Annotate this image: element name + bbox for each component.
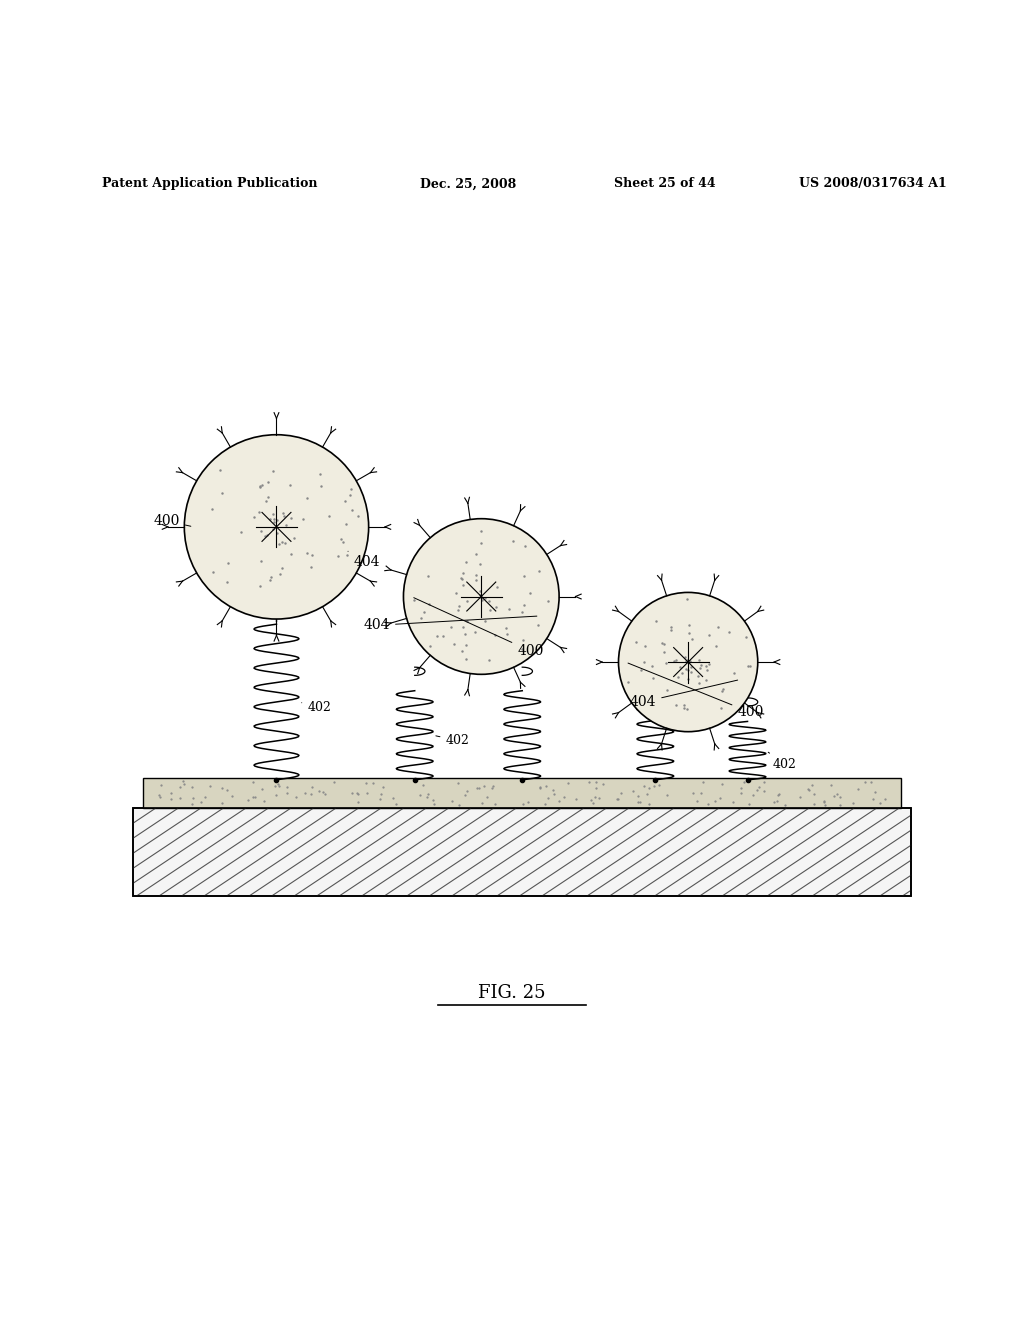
Bar [133, 808, 911, 895]
Bar [143, 777, 901, 808]
Text: 400: 400 [628, 663, 764, 719]
Text: US 2008/0317634 A1: US 2008/0317634 A1 [799, 177, 946, 190]
Text: 402: 402 [436, 734, 469, 747]
Text: 404: 404 [348, 552, 380, 569]
Circle shape [403, 519, 559, 675]
Bar [133, 808, 911, 895]
Text: 400: 400 [154, 513, 190, 528]
Circle shape [184, 434, 369, 619]
Text: FIG. 25: FIG. 25 [478, 983, 546, 1002]
Text: Dec. 25, 2008: Dec. 25, 2008 [420, 177, 516, 190]
Text: 402: 402 [302, 701, 331, 714]
Text: 402: 402 [768, 752, 797, 771]
Text: 404: 404 [364, 616, 537, 632]
Text: Sheet 25 of 44: Sheet 25 of 44 [614, 177, 716, 190]
Text: 400: 400 [414, 598, 544, 657]
Text: Patent Application Publication: Patent Application Publication [102, 177, 317, 190]
Text: 404: 404 [630, 680, 737, 709]
Circle shape [618, 593, 758, 731]
